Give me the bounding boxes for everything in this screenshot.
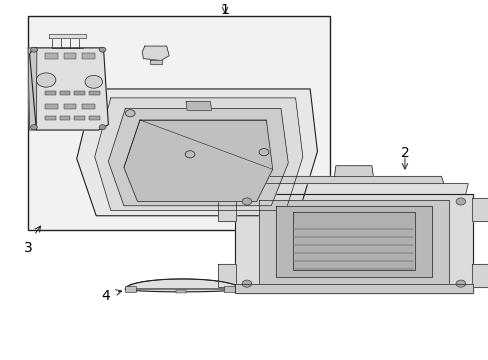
Circle shape [455,280,465,287]
Circle shape [185,151,195,158]
Circle shape [99,125,106,130]
Bar [45,104,58,109]
Polygon shape [334,166,372,176]
Bar [74,91,85,95]
Bar [89,91,100,95]
Polygon shape [28,48,37,130]
Bar [28,16,329,230]
Polygon shape [149,60,162,64]
Polygon shape [234,284,472,293]
Polygon shape [292,212,414,270]
Circle shape [85,75,102,88]
Bar [63,53,76,59]
Text: 4: 4 [102,289,110,303]
Text: 1: 1 [220,3,229,17]
Circle shape [30,47,37,52]
Bar [89,116,100,120]
Circle shape [259,149,268,156]
Bar [82,104,95,109]
Polygon shape [125,279,239,292]
Polygon shape [239,184,467,194]
Polygon shape [77,89,317,216]
Polygon shape [234,194,472,293]
Bar [82,53,95,59]
Polygon shape [123,120,272,202]
Text: 3: 3 [24,241,32,255]
Polygon shape [186,102,211,111]
Bar [60,91,70,95]
Polygon shape [108,109,287,206]
Polygon shape [49,33,86,38]
Polygon shape [95,98,302,210]
Circle shape [36,73,56,87]
Circle shape [242,280,251,287]
Bar [125,287,136,292]
Polygon shape [471,198,488,221]
Circle shape [455,198,465,205]
Polygon shape [30,48,108,130]
Circle shape [30,125,37,130]
Bar [60,116,70,120]
Polygon shape [471,264,488,287]
Bar [74,116,85,120]
Text: 2: 2 [400,146,408,160]
Bar [224,287,234,292]
Bar [63,104,76,109]
Polygon shape [259,200,448,284]
Polygon shape [217,198,235,221]
Polygon shape [142,46,169,60]
Bar [176,290,186,293]
Polygon shape [261,176,443,184]
Bar [45,116,56,120]
Polygon shape [217,264,235,287]
Circle shape [125,110,135,117]
Circle shape [99,47,106,52]
Polygon shape [276,206,431,277]
Circle shape [242,198,251,205]
Bar [45,53,58,59]
Bar [45,91,56,95]
